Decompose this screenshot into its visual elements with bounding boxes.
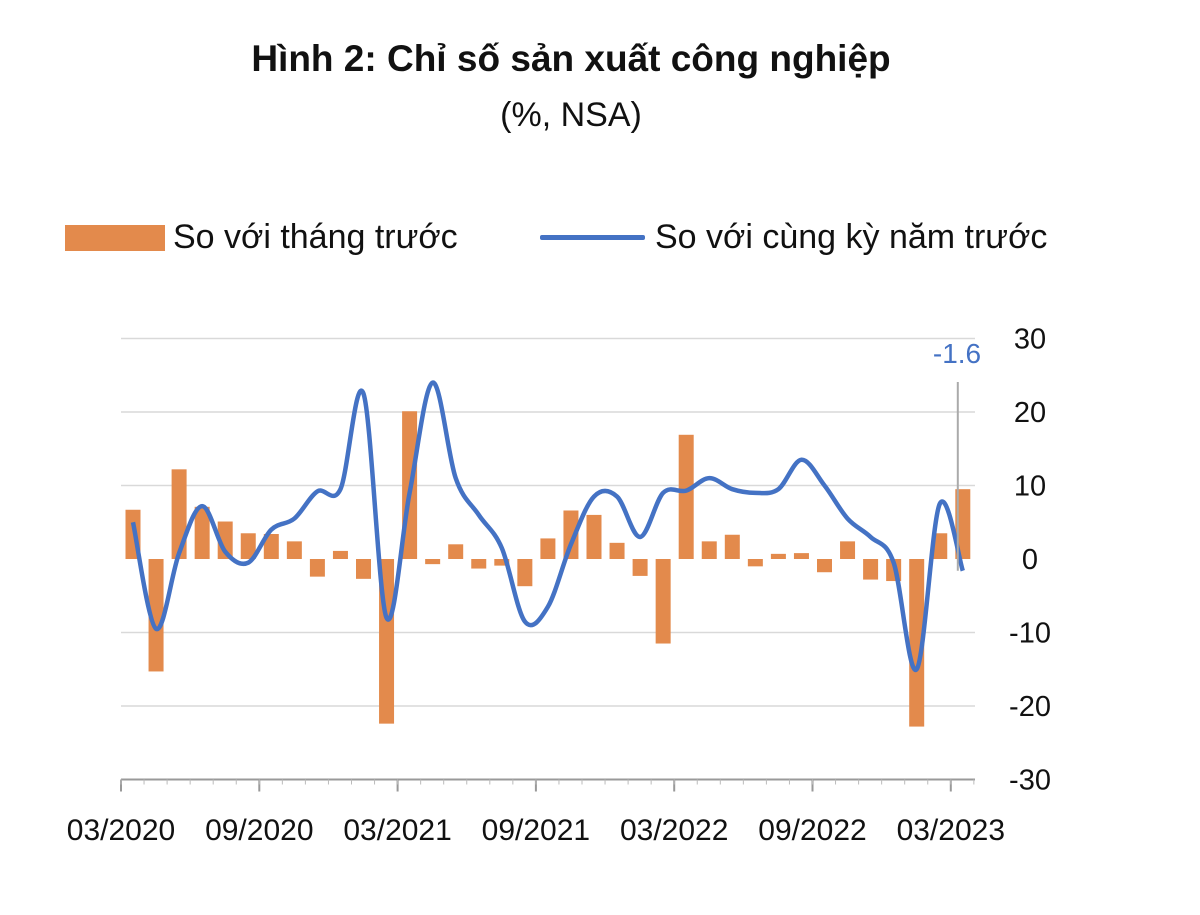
annotation-label: -1.6 <box>933 338 981 369</box>
legend-label-bar: So với tháng trước <box>173 218 458 256</box>
bar-mark <box>263 534 279 559</box>
x-tick-label: 03/2021 <box>343 814 451 847</box>
bar-mark <box>863 559 879 580</box>
bar-mark <box>425 559 441 565</box>
legend-item-bar: So với tháng trước <box>65 218 458 257</box>
x-tick-label: 09/2021 <box>482 814 590 847</box>
chart-legend: So với tháng trước So với cùng kỳ năm tr… <box>0 218 1200 268</box>
legend-swatch-bar <box>65 224 165 251</box>
bar-mark <box>632 559 648 576</box>
y-tick-label: -20 <box>1009 691 1051 723</box>
bar-mark <box>494 559 510 566</box>
x-tick-label: 03/2023 <box>897 814 1005 847</box>
x-tick-label: 03/2020 <box>67 814 175 847</box>
y-tick-label: -30 <box>1009 765 1051 797</box>
bar-mark <box>471 559 487 569</box>
y-tick-label: -10 <box>1009 618 1051 650</box>
bar-mark <box>655 559 671 644</box>
bar-mark <box>678 434 694 559</box>
y-tick-label: 20 <box>1014 397 1046 429</box>
bar-mark <box>148 559 164 672</box>
bar-mark <box>586 514 602 559</box>
y-tick-label: 30 <box>1014 324 1046 356</box>
bar-mark <box>517 559 533 587</box>
bar-mark <box>563 510 579 559</box>
x-tick-label: 09/2022 <box>758 814 866 847</box>
bar-mark <box>286 541 302 559</box>
bar-mark <box>171 469 187 559</box>
bar-mark <box>770 553 786 559</box>
bar-mark <box>194 506 210 559</box>
legend-swatch-line <box>540 235 645 240</box>
legend-item-line: So với cùng kỳ năm trước <box>540 218 1047 257</box>
x-tick-label: 09/2020 <box>205 814 313 847</box>
bar-mark <box>332 550 348 559</box>
bar-mark <box>701 541 717 559</box>
bar-mark <box>817 559 832 573</box>
bar-mark <box>309 559 325 577</box>
bar-mark <box>240 533 256 559</box>
y-tick-label: 0 <box>1022 544 1038 576</box>
bar-mark <box>356 559 371 579</box>
bar-mark <box>840 541 856 559</box>
bar-mark <box>747 559 763 567</box>
bar-mark <box>724 534 740 559</box>
bar-mark <box>540 538 556 559</box>
bar-mark <box>448 544 464 559</box>
bar-mark <box>955 489 971 559</box>
chart-title: Hình 2: Chỉ số sản xuất công nghiệp <box>251 38 891 79</box>
legend-label-line: So với cùng kỳ năm trước <box>655 218 1048 256</box>
bar-mark <box>909 559 925 727</box>
bar-mark <box>609 542 625 559</box>
bar-mark <box>793 553 809 559</box>
y-tick-label: 10 <box>1014 471 1046 503</box>
series-line-yoy <box>130 380 965 672</box>
chart-subtitle: (%, NSA) <box>500 96 642 134</box>
x-tick-label: 03/2022 <box>620 814 728 847</box>
bar-mark <box>932 533 948 559</box>
